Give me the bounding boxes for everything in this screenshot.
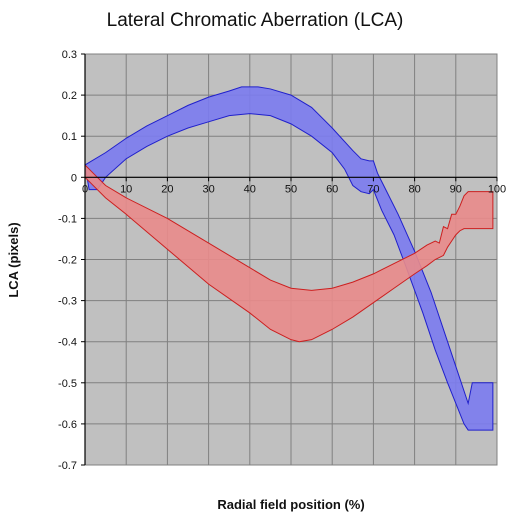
- x-axis-label: Radial field position (%): [217, 497, 364, 512]
- y-axis-label: LCA (pixels): [6, 222, 21, 297]
- x-tick-label: 70: [367, 183, 379, 195]
- y-tick-label: -0.7: [58, 460, 77, 472]
- x-tick-label: 40: [244, 183, 256, 195]
- x-tick-label: 10: [120, 183, 132, 195]
- x-tick-label: 0: [82, 183, 88, 195]
- y-tick-label: 0: [71, 172, 77, 184]
- data-areas: [84, 86, 494, 431]
- y-tick-label: -0.1: [58, 213, 77, 225]
- x-tick-label: 90: [450, 183, 462, 195]
- x-tick-label: 80: [408, 183, 420, 195]
- y-tick-label: -0.6: [58, 419, 77, 431]
- y-tick-label: -0.4: [58, 337, 77, 349]
- axes: [81, 53, 498, 466]
- x-tick-label: 100: [488, 183, 506, 195]
- y-tick-label: -0.5: [58, 378, 77, 390]
- x-tick-label: 60: [326, 183, 338, 195]
- y-tick-label: 0.1: [62, 131, 77, 143]
- x-tick-label: 30: [202, 183, 214, 195]
- tick-labels: 0 10 20 30 40 50 60 70 80 90 100 0.3 0.2 0.1 0 -0.1 -0.2…: [58, 49, 506, 472]
- y-tick-label: 0.2: [62, 90, 77, 102]
- y-tick-label: 0.3: [62, 49, 77, 61]
- chart-title: Lateral Chromatic Aberration (LCA): [107, 10, 404, 31]
- x-tick-label: 50: [285, 183, 297, 195]
- y-tick-label: -0.2: [58, 255, 77, 267]
- red-series-area: [84, 163, 494, 343]
- y-tick-label: -0.3: [58, 296, 77, 308]
- x-tick-label: 20: [161, 183, 173, 195]
